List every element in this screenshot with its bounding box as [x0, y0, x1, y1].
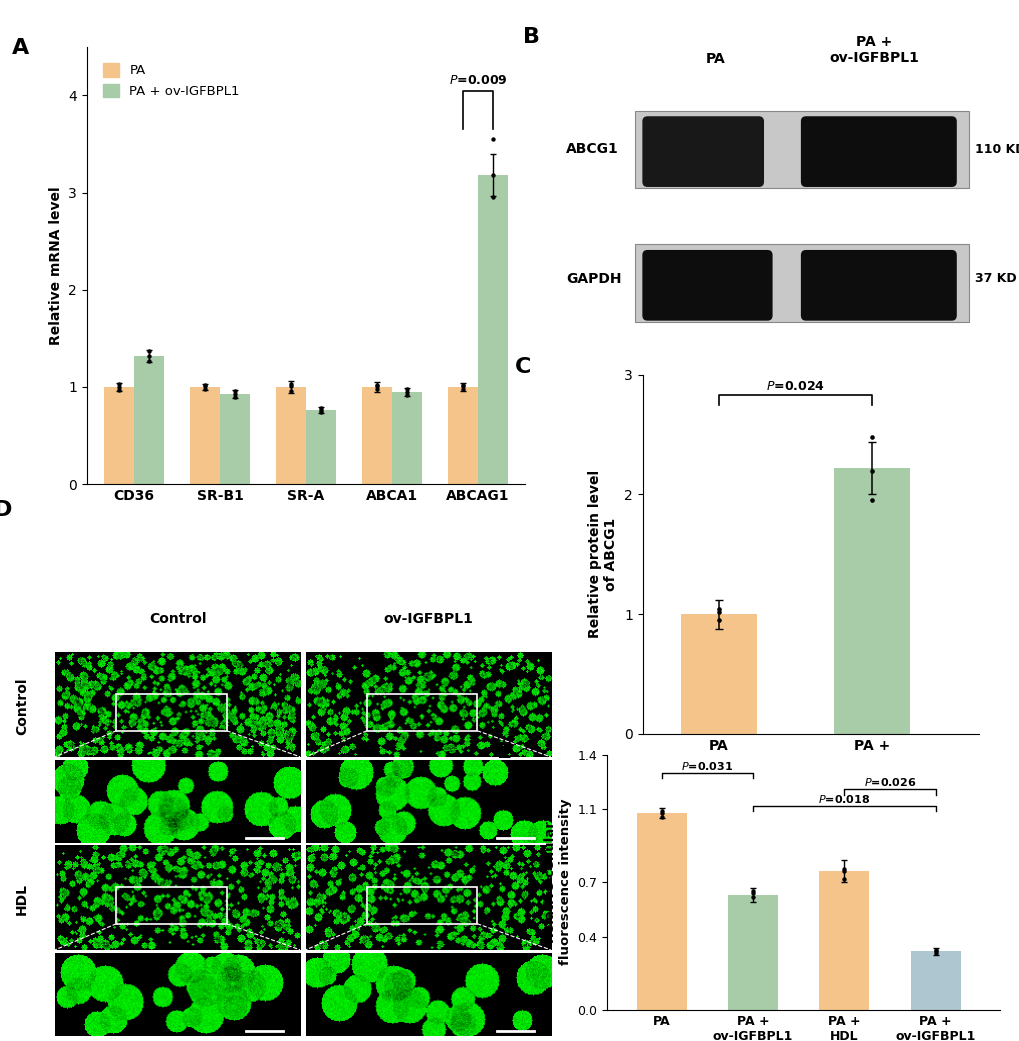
Text: PA +
ov-IGFBPL1: PA + ov-IGFBPL1 — [828, 35, 918, 66]
Point — [926, 941, 943, 958]
Text: A: A — [12, 39, 30, 58]
Text: PA: PA — [705, 52, 726, 66]
Bar — [834, 468, 910, 734]
FancyBboxPatch shape — [800, 117, 956, 187]
Point — [398, 386, 415, 403]
Point — [836, 870, 852, 887]
Bar — [133, 356, 164, 484]
Point — [710, 604, 727, 620]
Bar — [818, 871, 868, 1010]
Bar — [275, 387, 306, 484]
Text: $\it{P}$=0.009: $\it{P}$=0.009 — [448, 74, 506, 86]
Bar — [367, 694, 477, 731]
Bar — [681, 614, 756, 734]
Bar — [634, 110, 968, 188]
Text: $\it{P}$=0.026: $\it{P}$=0.026 — [863, 777, 915, 788]
Point — [226, 388, 243, 405]
Point — [141, 342, 157, 359]
Point — [653, 803, 669, 819]
Point — [282, 376, 299, 392]
Bar — [220, 393, 250, 484]
Point — [454, 378, 471, 395]
Point — [744, 883, 760, 899]
Point — [484, 189, 500, 206]
FancyBboxPatch shape — [642, 117, 763, 187]
Point — [710, 601, 727, 617]
Y-axis label: Relative cellular
fluorescence intensity: Relative cellular fluorescence intensity — [543, 799, 571, 965]
Text: D: D — [0, 500, 13, 519]
Text: C: C — [515, 357, 531, 377]
Text: $\it{P}$=0.031: $\it{P}$=0.031 — [681, 760, 733, 772]
Point — [926, 945, 943, 962]
Point — [836, 861, 852, 878]
Point — [863, 462, 879, 479]
Point — [653, 805, 669, 821]
Text: $\it{P}$=0.024: $\it{P}$=0.024 — [765, 380, 824, 392]
FancyBboxPatch shape — [642, 250, 771, 321]
FancyBboxPatch shape — [800, 250, 956, 321]
Point — [141, 352, 157, 369]
Point — [226, 385, 243, 402]
Bar — [104, 387, 133, 484]
Text: ABCG1: ABCG1 — [566, 143, 619, 156]
Text: ov-IGFBPL1: ov-IGFBPL1 — [383, 611, 473, 626]
Y-axis label: Relative mRNA level: Relative mRNA level — [49, 186, 62, 345]
Point — [744, 888, 760, 905]
Bar — [910, 951, 960, 1010]
Bar — [728, 895, 777, 1010]
Bar — [116, 887, 226, 923]
Bar — [391, 391, 422, 484]
Point — [282, 378, 299, 395]
Point — [836, 863, 852, 880]
Text: E: E — [496, 742, 512, 762]
Point — [111, 381, 127, 398]
Point — [484, 131, 500, 148]
Point — [313, 402, 329, 418]
Bar — [306, 410, 336, 484]
Text: GAPDH: GAPDH — [566, 272, 621, 286]
Point — [454, 377, 471, 393]
Text: Control: Control — [149, 611, 206, 626]
Point — [197, 381, 213, 398]
Point — [369, 377, 385, 393]
Point — [744, 885, 760, 902]
Point — [369, 381, 385, 398]
Bar — [478, 175, 507, 484]
Point — [863, 429, 879, 446]
Point — [926, 943, 943, 960]
Text: 110 KD: 110 KD — [974, 143, 1019, 156]
Text: Control: Control — [15, 678, 29, 735]
Point — [197, 377, 213, 393]
Point — [863, 492, 879, 509]
Text: B: B — [523, 26, 540, 47]
Point — [111, 379, 127, 396]
Point — [653, 808, 669, 824]
Text: HDL: HDL — [15, 883, 29, 915]
Point — [111, 376, 127, 392]
Y-axis label: Relative protein level
of ABCG1: Relative protein level of ABCG1 — [588, 471, 618, 638]
Point — [141, 348, 157, 364]
Bar — [190, 387, 220, 484]
Point — [282, 382, 299, 399]
Point — [369, 378, 385, 395]
Point — [484, 167, 500, 183]
Bar — [634, 245, 968, 322]
Bar — [362, 387, 391, 484]
Bar — [636, 813, 686, 1010]
Point — [398, 383, 415, 400]
Bar — [116, 694, 226, 731]
Point — [313, 400, 329, 416]
Bar — [367, 887, 477, 923]
Point — [710, 612, 727, 629]
Legend: PA, PA + ov-IGFBPL1: PA, PA + ov-IGFBPL1 — [98, 58, 245, 103]
Point — [313, 404, 329, 421]
Point — [454, 381, 471, 398]
Point — [197, 378, 213, 395]
Point — [226, 382, 243, 399]
Text: $\it{P}$=0.018: $\it{P}$=0.018 — [817, 793, 870, 805]
Point — [398, 381, 415, 398]
Text: 37 KD: 37 KD — [974, 273, 1016, 285]
Bar — [447, 387, 478, 484]
